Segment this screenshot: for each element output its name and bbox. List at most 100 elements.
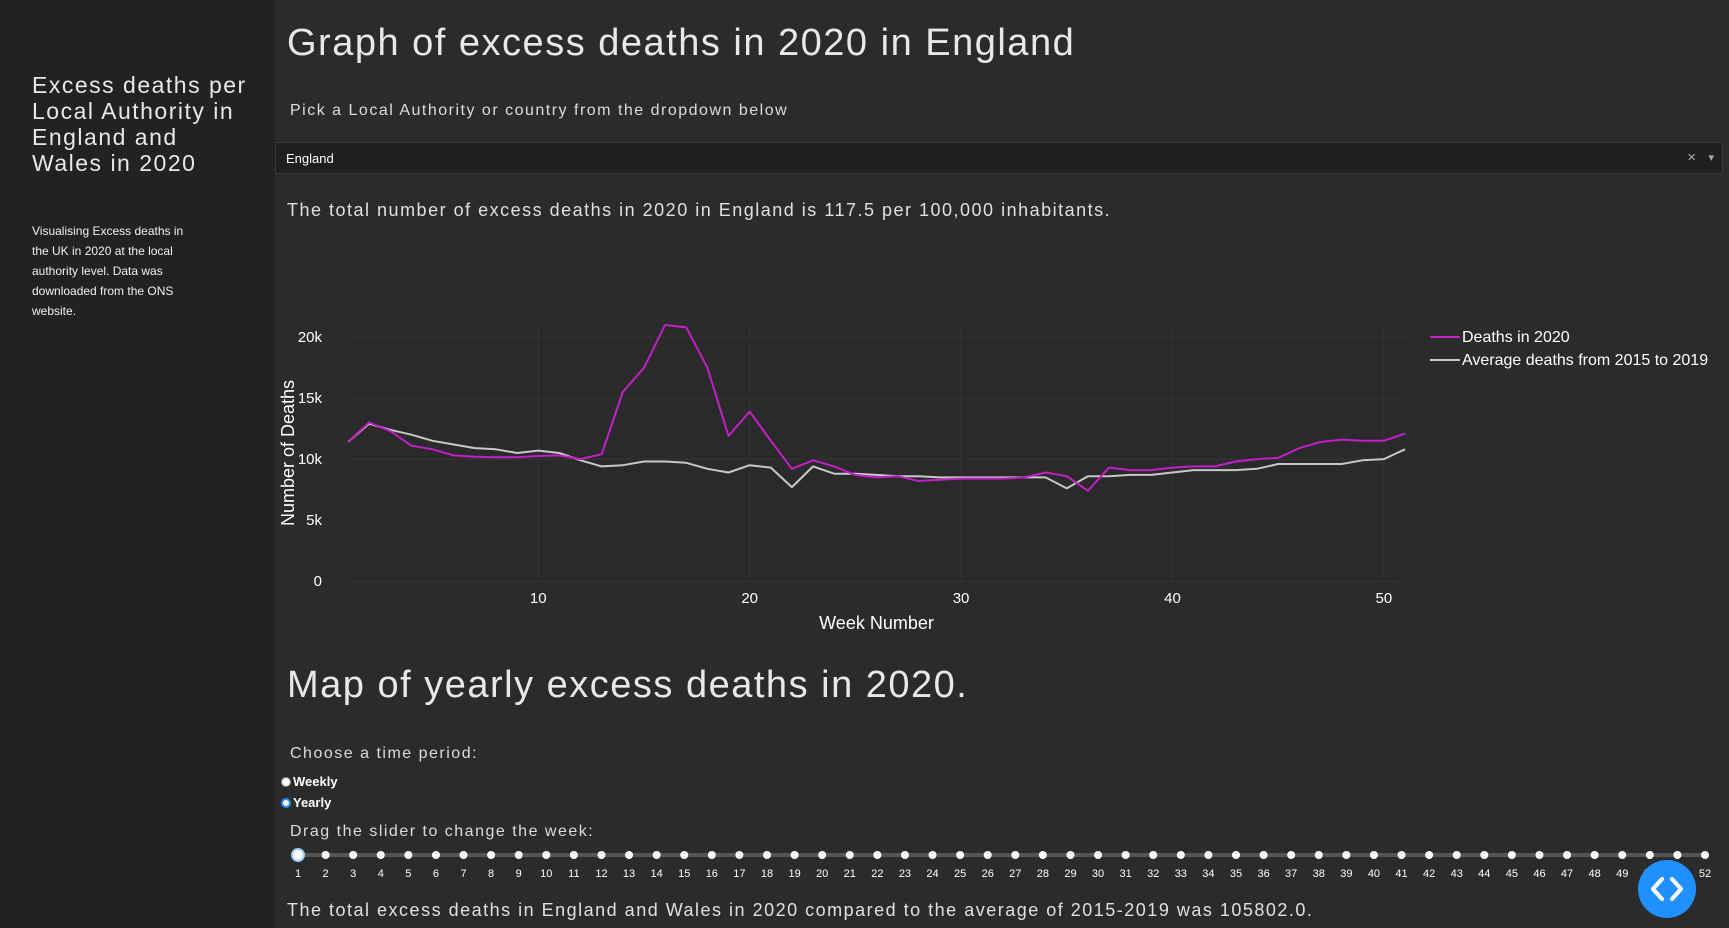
footer-total-sentence: The total excess deaths in England and W… <box>287 900 1314 920</box>
slider-mark-dot[interactable] <box>1452 851 1461 859</box>
slider-mark-label: 1 <box>295 868 301 880</box>
slider-mark-dot[interactable] <box>1507 851 1516 859</box>
slider-mark-label: 39 <box>1340 868 1352 880</box>
slider-mark-dot[interactable] <box>1121 851 1130 859</box>
y-tick-label: 0 <box>314 573 322 590</box>
slider-mark-label: 43 <box>1451 868 1463 880</box>
x-tick-label: 50 <box>1376 590 1393 607</box>
slider-mark-label: 23 <box>899 868 911 880</box>
slider-mark-label: 30 <box>1092 868 1104 880</box>
slider-mark-dot[interactable] <box>1176 851 1185 859</box>
slider-mark-dot[interactable] <box>542 851 551 859</box>
slider-mark-dot[interactable] <box>1480 851 1489 859</box>
slider-mark-dot[interactable] <box>956 851 965 859</box>
slider-mark-dot[interactable] <box>763 851 771 859</box>
graph-title: Graph of excess deaths in 2020 in Englan… <box>287 22 1076 64</box>
slider-mark-label: 37 <box>1285 868 1297 880</box>
slider-mark-dot[interactable] <box>1314 851 1323 859</box>
code-toggle-button[interactable] <box>1638 860 1696 918</box>
authority-dropdown[interactable]: England × ▾ <box>275 142 1723 174</box>
slider-mark-label: 52 <box>1699 868 1711 880</box>
slider-mark-dot[interactable] <box>1066 851 1075 859</box>
slider-mark-dot[interactable] <box>597 851 606 859</box>
slider-mark-label: 41 <box>1395 868 1407 880</box>
slider-mark-dot[interactable] <box>321 851 330 859</box>
deaths-line-chart: 10 20 30 40 50 0 5k 10k 15k 20k Week Number Number … <box>278 324 1708 633</box>
slider-mark-dot[interactable] <box>1094 851 1103 859</box>
slider-mark-dot[interactable] <box>1425 851 1434 859</box>
slider-mark-dot[interactable] <box>376 851 385 859</box>
slider-mark-dot[interactable] <box>404 851 413 859</box>
slider-mark-dot[interactable] <box>680 851 689 859</box>
slider-mark-label: 33 <box>1175 868 1187 880</box>
slider-mark-dot[interactable] <box>1563 851 1572 859</box>
slider-mark-label: 46 <box>1533 868 1545 880</box>
chevron-down-icon[interactable]: ▾ <box>1708 152 1714 164</box>
slider-mark-label: 31 <box>1120 868 1132 880</box>
slider-mark-dot[interactable] <box>431 851 440 859</box>
radio-weekly-indicator[interactable] <box>281 777 291 787</box>
slider-mark-label: 9 <box>516 868 522 880</box>
slider-mark-label: 44 <box>1478 868 1490 880</box>
map-title: Map of yearly excess deaths in 2020. <box>287 664 969 706</box>
code-toggle-icon <box>1651 877 1683 901</box>
slider-mark-dot[interactable] <box>459 851 468 859</box>
slider-handle[interactable] <box>291 848 305 862</box>
slider-mark-dot[interactable] <box>1287 851 1296 859</box>
x-tick-label: 40 <box>1164 590 1181 607</box>
slider-mark-dot[interactable] <box>928 851 937 859</box>
slider-mark-dot[interactable] <box>1645 851 1654 859</box>
slider-mark-dot[interactable] <box>983 851 992 859</box>
slider-mark-dot[interactable] <box>625 851 634 859</box>
slider-mark-dot[interactable] <box>514 851 523 859</box>
radio-weekly[interactable]: Weekly <box>281 774 338 789</box>
slider-mark-dot[interactable] <box>735 851 744 859</box>
radio-yearly[interactable]: Yearly <box>281 795 331 810</box>
y-tick-label: 5k <box>306 512 322 529</box>
slider-mark-dot[interactable] <box>1673 851 1682 859</box>
slider-mark-label: 6 <box>433 868 439 880</box>
slider-mark-dot[interactable] <box>1618 851 1627 859</box>
slider-mark-label: 21 <box>844 868 856 880</box>
slider-mark-dot[interactable] <box>845 851 854 859</box>
slider-mark-label: 5 <box>405 868 411 880</box>
slider-mark-dot[interactable] <box>1535 851 1544 859</box>
slider-mark-dot[interactable] <box>652 851 661 859</box>
slider-mark-dot[interactable] <box>1204 851 1213 859</box>
plot-area <box>348 325 1405 581</box>
series-line-deaths-2020 <box>347 324 1406 492</box>
slider-mark-dot[interactable] <box>1701 851 1709 859</box>
slider-mark-dot[interactable] <box>487 851 496 859</box>
y-tick-label: 10k <box>298 451 323 468</box>
slider-mark-dot[interactable] <box>1342 851 1351 859</box>
slider-mark-dot[interactable] <box>1369 851 1378 859</box>
slider-mark-label: 27 <box>1009 868 1021 880</box>
week-slider[interactable]: 1 2 3 4 5 6 7 8 9 10 11 12 13 14 15 16 17 18 19 20 21 22 23 24 2… <box>275 842 1729 882</box>
slider-mark-dot[interactable] <box>818 851 827 859</box>
clear-icon[interactable]: × <box>1687 149 1696 166</box>
total-excess-sentence: The total number of excess deaths in 202… <box>287 200 1112 220</box>
slider-mark-dot[interactable] <box>569 851 578 859</box>
slider-mark-dot[interactable] <box>1038 851 1047 859</box>
slider-mark-label: 3 <box>350 868 356 880</box>
slider-mark-dot[interactable] <box>1397 851 1406 859</box>
slider-mark-dot[interactable] <box>873 851 882 859</box>
x-tick-label: 30 <box>953 590 970 607</box>
x-axis-label: Week Number <box>819 613 934 633</box>
slider-mark-dot[interactable] <box>900 851 909 859</box>
slider-mark-dot[interactable] <box>349 851 358 859</box>
slider-mark-dot[interactable] <box>1011 851 1020 859</box>
slider-mark-dot[interactable] <box>1149 851 1158 859</box>
x-tick-label: 20 <box>741 590 758 607</box>
slider-mark-dot[interactable] <box>1232 851 1240 859</box>
slider-mark-dot[interactable] <box>1590 851 1599 859</box>
slider-mark-label: 14 <box>651 868 663 880</box>
x-tick-label: 10 <box>530 590 547 607</box>
slider-mark-dot[interactable] <box>790 851 799 859</box>
slider-mark-label: 24 <box>926 868 938 880</box>
slider-mark-label: 26 <box>982 868 994 880</box>
radio-yearly-indicator[interactable] <box>281 798 291 808</box>
slider-mark-dot[interactable] <box>1259 851 1268 859</box>
sidebar-title: Excess deaths per Local Authority in Eng… <box>32 72 247 176</box>
slider-mark-dot[interactable] <box>707 851 716 859</box>
